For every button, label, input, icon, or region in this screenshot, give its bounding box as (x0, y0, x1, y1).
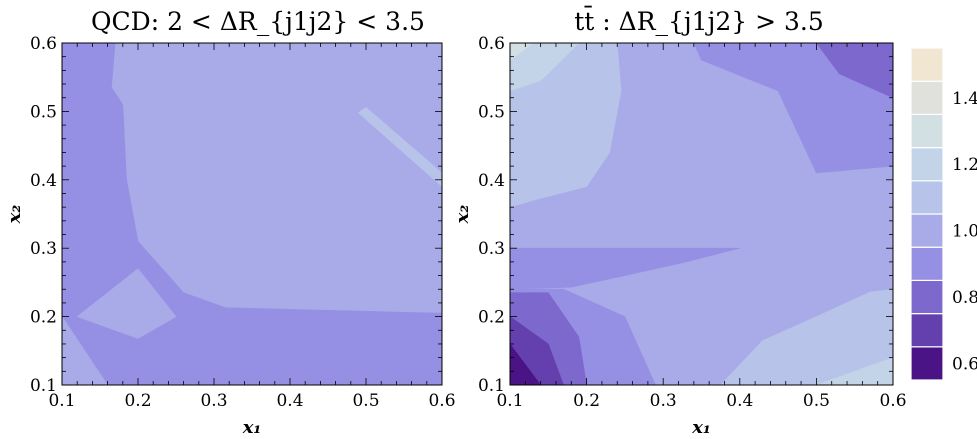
colorbar-swatch (910, 80, 944, 115)
colorbar-swatch (910, 246, 944, 281)
x-axis-label: x₁ (691, 417, 711, 438)
x-tick-label: 0.5 (803, 391, 830, 411)
colorbar-swatch (910, 313, 944, 348)
y-tick-label: 0.6 (30, 34, 57, 54)
y-tick-label: 0.6 (478, 34, 505, 54)
plot-area-ttbar (510, 43, 893, 385)
plot-frame (509, 42, 894, 386)
x-tick-label: 0.1 (496, 391, 523, 411)
colorbar-swatch (910, 346, 944, 381)
contour-region-2 (76, 268, 177, 339)
panel-qcd: 0.1 0.2 0.3 0.4 0.5 0.6 0.1 0.2 0.3 0.4 0.5 0.6 x₁ x₂… (4, 7, 456, 438)
y-tick-label: 0.3 (478, 239, 505, 259)
colorbar-tick-label: 1.0 (952, 222, 977, 242)
panel-ttbar: 0.1 0.2 0.3 0.4 0.5 0.6 0.1 0.2 0.3 0.4 0.5 0.6 x₁ x₂… (452, 7, 907, 438)
panel-title: tt̄ : ΔR_{j1j2} > 3.5 (574, 7, 824, 36)
x-tick-label: 0.4 (726, 391, 753, 411)
plot-frame (61, 42, 443, 386)
x-tick-label: 0.1 (48, 391, 75, 411)
x-tick-label: 0.4 (276, 391, 303, 411)
y-tick-label: 0.3 (30, 239, 57, 259)
contour-region-5 (510, 247, 741, 290)
colorbar-swatch (910, 113, 944, 149)
plot-area-qcd (62, 43, 442, 385)
x-tick-label: 0.3 (650, 391, 677, 411)
contour-region-11 (816, 357, 893, 385)
panel-title: QCD: 2 < ΔR_{j1j2} < 3.5 (91, 7, 425, 36)
colorbar-tick-label: 0.8 (952, 288, 977, 308)
x-tick-label: 0.2 (124, 391, 151, 411)
y-tick-label: 0.1 (30, 376, 57, 396)
colorbar-swatch (910, 147, 944, 182)
y-tick-label: 0.1 (478, 376, 505, 396)
y-tick-label: 0.4 (478, 171, 505, 191)
x-tick-label: 0.3 (200, 391, 227, 411)
colorbar-swatch (910, 47, 944, 82)
contour-region-3 (358, 107, 442, 187)
x-tick-label: 0.6 (428, 391, 455, 411)
y-tick-label: 0.2 (478, 308, 505, 328)
contour-region-9 (510, 343, 541, 385)
contour-region-10 (720, 288, 893, 385)
colorbar-swatch (910, 279, 944, 315)
y-tick-label: 0.5 (478, 102, 505, 122)
contour-region-1 (62, 316, 108, 385)
x-tick-label: 0.2 (573, 391, 600, 411)
x-tick-label: 0.6 (879, 391, 906, 411)
contour-region-4 (816, 43, 893, 98)
x-tick-label: 0.5 (352, 391, 379, 411)
colorbar-swatch (910, 213, 944, 248)
colorbar-tick-label: 1.4 (952, 89, 977, 109)
y-axis-label: x₂ (452, 205, 473, 225)
y-axis-label: x₂ (4, 205, 25, 225)
colorbar-tick-label: 0.6 (952, 354, 977, 374)
contour-region-1 (510, 43, 580, 92)
colorbar-tick-label: 1.2 (952, 155, 977, 175)
contour-region-0 (510, 43, 622, 208)
colorbar-swatch (910, 180, 944, 215)
y-tick-label: 0.4 (30, 171, 57, 191)
x-axis-label: x₁ (242, 417, 262, 438)
y-tick-label: 0.2 (30, 308, 57, 328)
colorbar: 0.6 0.8 1.0 1.2 1.4 (910, 47, 977, 381)
y-tick-label: 0.5 (30, 102, 57, 122)
contour-region-2 (510, 43, 534, 61)
